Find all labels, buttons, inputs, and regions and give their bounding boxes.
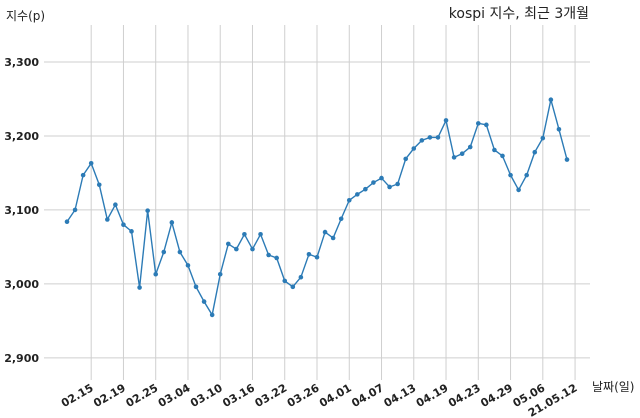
data-point [105,217,110,222]
data-point [338,216,344,222]
data-point [129,229,134,234]
data-point [201,299,207,304]
data-point [177,249,183,255]
x-axis-label: 날짜(일) [592,380,634,394]
data-point [258,232,263,237]
y-tick-label: 3,200 [4,130,39,143]
data-point [330,235,336,241]
y-axis-ticks: 2,900 3,000 3,100 3,200 3,300 [4,56,39,365]
data-point [217,271,223,277]
data-point [500,153,505,159]
data-point [113,202,118,208]
data-point [548,97,554,102]
data-point [137,285,142,290]
x-tick-label: 04.29 [478,381,515,410]
data-point [556,126,562,132]
x-tick-label: 02.25 [124,381,161,410]
data-point [516,187,521,193]
y-tick-label: 2,900 [4,352,39,365]
data-point [80,172,86,178]
x-tick-label: 02.15 [59,381,96,410]
data-point [322,229,328,235]
data-point [532,149,538,155]
data-point [282,278,288,284]
data-point [411,146,417,151]
y-axis-label: 지수(p) [6,9,45,23]
data-point [314,254,320,260]
data-point [395,181,400,187]
data-point [346,197,352,203]
chart-title: kospi 지수, 최근 3개월 [449,6,589,22]
data-point [475,121,481,126]
data-point [355,192,360,197]
data-point [492,147,497,153]
data-point [403,156,409,162]
data-point [306,251,312,257]
data-point [250,246,255,252]
data-point [363,186,368,192]
data-point [64,219,70,225]
data-point [242,232,247,237]
data-point [298,274,304,280]
x-tick-label: 04.01 [317,381,354,410]
data-point [209,312,215,318]
y-tick-label: 3,300 [4,56,39,69]
x-tick-label: 03.26 [285,381,322,410]
data-point [153,271,159,277]
data-point [266,252,271,258]
data-point [467,144,473,150]
data-point [540,135,546,141]
x-tick-label: 03.16 [220,381,257,410]
x-tick-label: 04.07 [349,381,386,410]
data-point [379,175,384,181]
data-point [427,135,433,140]
x-tick-label: 02.19 [91,381,128,410]
x-tick-label: 04.13 [382,381,419,410]
x-tick-label: 04.19 [414,381,451,410]
data-point [169,220,175,225]
data-point [274,255,279,261]
data-point [459,151,465,156]
data-point [96,182,102,188]
data-point [435,135,441,140]
data-point [564,157,570,162]
y-tick-label: 3,000 [4,278,39,291]
data-point [145,208,150,213]
x-tick-label: 03.04 [156,381,193,410]
x-axis-ticks: 02.1502.1902.2503.0403.1003.1603.2203.26… [59,381,580,418]
data-point [72,207,78,213]
data-point [387,184,392,190]
data-point [508,172,513,178]
data-point [121,222,126,227]
y-tick-label: 3,100 [4,204,39,217]
data-point [88,161,94,166]
data-point [419,138,425,143]
data-point [234,246,239,252]
data-point [193,284,199,290]
x-tick-label: 04.23 [446,381,483,410]
data-point [161,249,167,255]
data-point [451,155,457,160]
data-point [225,241,231,247]
series-layer [64,97,570,318]
data-point [524,172,529,178]
data-point [371,180,376,185]
data-point [443,118,449,123]
data-point [484,122,489,128]
x-tick-label: 03.22 [253,381,290,410]
data-point [185,263,191,268]
data-point [290,284,296,290]
x-tick-label: 03.10 [188,381,225,410]
grid-layer [44,25,590,380]
